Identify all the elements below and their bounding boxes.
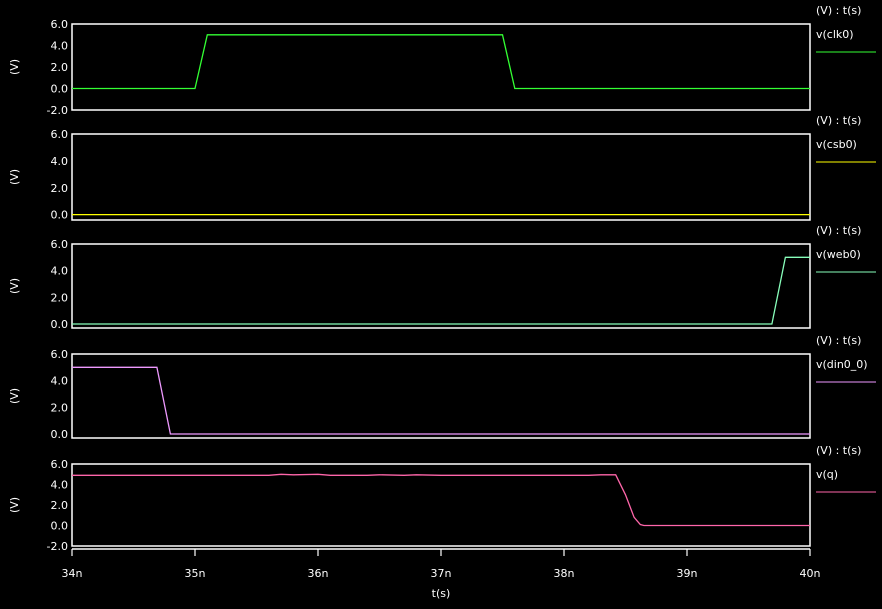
legend-header: (V) : t(s) xyxy=(816,4,861,17)
y-tick-label: 6.0 xyxy=(51,128,69,141)
y-axis-label: (V) xyxy=(8,497,21,513)
y-tick-label: 6.0 xyxy=(51,458,69,471)
y-tick-label: 2.0 xyxy=(51,61,69,74)
legend-header: (V) : t(s) xyxy=(816,224,861,237)
panel-v-web0: 6.0 4.0 2.0 0.0 (V) (V) : t(s) v(web0) xyxy=(8,224,876,331)
x-axis: 34n 35n 36n 37n 38n 39n 40n t(s) xyxy=(62,548,821,600)
x-tick-label: 39n xyxy=(677,567,698,580)
legend-label: v(din0_0) xyxy=(816,358,868,371)
y-tick-label: 6.0 xyxy=(51,238,69,251)
y-tick-label: 2.0 xyxy=(51,499,69,512)
y-tick-label: 0.0 xyxy=(51,318,69,331)
y-tick-label: 2.0 xyxy=(51,182,69,195)
x-tick-label: 37n xyxy=(431,567,452,580)
legend-header: (V) : t(s) xyxy=(816,444,861,457)
y-tick-label: -2.0 xyxy=(47,104,68,117)
series-line xyxy=(72,366,810,435)
panel-v-q: 6.0 4.0 2.0 0.0 -2.0 (V) (V) : t(s) v(q) xyxy=(8,444,876,553)
legend-label: v(q) xyxy=(816,468,838,481)
series-line xyxy=(72,473,810,527)
plot-frame xyxy=(71,23,811,111)
panel-v-din0-0: 6.0 4.0 2.0 0.0 (V) (V) : t(s) v(din0_0) xyxy=(8,334,876,441)
x-axis-label: t(s) xyxy=(432,587,451,600)
y-tick-label: 6.0 xyxy=(51,18,69,31)
y-axis-label: (V) xyxy=(8,169,21,185)
plot-frame xyxy=(71,243,811,329)
y-tick-label: 4.0 xyxy=(51,375,69,388)
y-axis-label: (V) xyxy=(8,278,21,294)
y-tick-label: 0.0 xyxy=(51,520,69,533)
y-tick-label: 0.0 xyxy=(51,83,69,96)
x-tick-label: 36n xyxy=(308,567,329,580)
series-line xyxy=(72,34,810,90)
x-tick-label: 40n xyxy=(800,567,821,580)
y-tick-label: 2.0 xyxy=(51,291,69,304)
y-axis-label: (V) xyxy=(8,388,21,404)
y-tick-label: 2.0 xyxy=(51,401,69,414)
y-tick-label: 4.0 xyxy=(51,40,69,53)
x-tick-label: 34n xyxy=(62,567,83,580)
y-axis-label: (V) xyxy=(8,59,21,75)
y-tick-label: 4.0 xyxy=(51,479,69,492)
y-tick-label: 4.0 xyxy=(51,265,69,278)
series-line xyxy=(72,256,810,325)
x-tick-label: 38n xyxy=(554,567,575,580)
panel-v-clk0: 6.0 4.0 2.0 0.0 -2.0 (V) (V) : t(s) v(clk0) xyxy=(8,4,876,117)
legend-label: v(web0) xyxy=(816,248,861,261)
y-tick-label: 6.0 xyxy=(51,348,69,361)
plot-frame xyxy=(71,353,811,439)
x-tick-label: 35n xyxy=(185,567,206,580)
y-tick-label: 4.0 xyxy=(51,155,69,168)
y-tick-label: 0.0 xyxy=(51,428,69,441)
legend-header: (V) : t(s) xyxy=(816,114,861,127)
legend-label: v(clk0) xyxy=(816,28,854,41)
legend-label: v(csb0) xyxy=(816,138,857,151)
plot-frame xyxy=(71,463,811,547)
legend-header: (V) : t(s) xyxy=(816,334,861,347)
panel-v-csb0: 6.0 4.0 2.0 0.0 (V) (V) : t(s) v(csb0) xyxy=(8,114,876,222)
y-tick-label: -2.0 xyxy=(47,540,68,553)
plot-frame xyxy=(71,133,811,221)
y-tick-label: 0.0 xyxy=(51,209,69,222)
